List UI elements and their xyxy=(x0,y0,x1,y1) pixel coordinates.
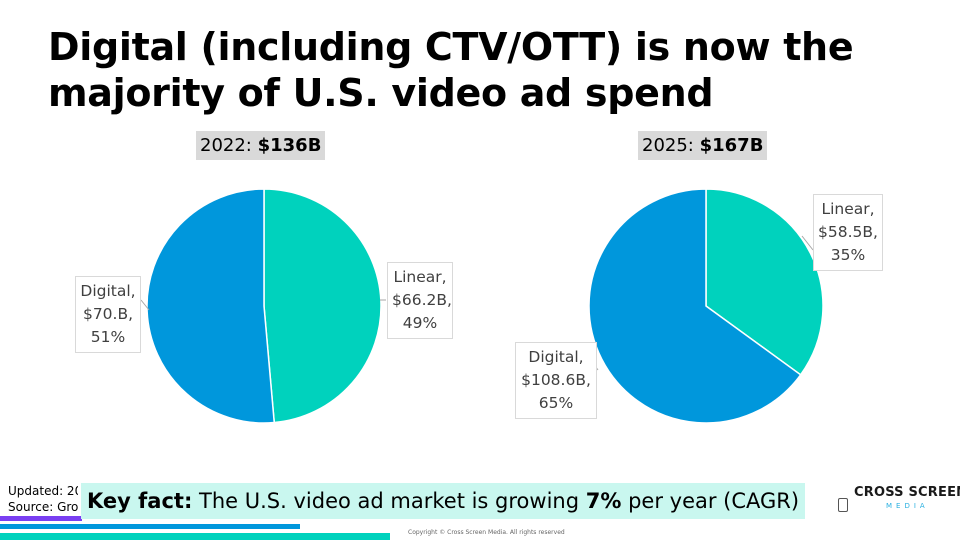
callout-2025-digital: Digital, $108.6B, 65% xyxy=(515,342,597,419)
callout-2022-linear-name: Linear, xyxy=(393,268,447,286)
chart-2025-label: 2025: $167B xyxy=(638,131,768,160)
callout-2025-digital-percent: 65% xyxy=(538,394,574,412)
callout-2022-linear-value: $66.2B, xyxy=(392,291,452,309)
chart-2022-year: 2022: xyxy=(200,135,252,156)
accent-bar-purple xyxy=(0,516,82,521)
slide-title: Digital (including CTV/OTT) is now the m… xyxy=(48,24,928,116)
key-fact-banner: Key fact: The U.S. video ad market is gr… xyxy=(81,483,806,519)
accent-bar-teal xyxy=(0,533,390,540)
key-fact-text-end: per year (CAGR) xyxy=(628,489,800,513)
chart-2022-total: $136B xyxy=(257,135,322,156)
logo-text: CROSS SCREEN xyxy=(854,485,960,500)
callout-2022-linear: Linear, $66.2B, 49% xyxy=(387,262,453,339)
callout-2025-linear: Linear, $58.5B, 35% xyxy=(813,194,883,271)
copyright-notice: Copyright © Cross Screen Media. All righ… xyxy=(408,529,565,536)
title-line-2: majority of U.S. video ad spend xyxy=(48,71,714,115)
leader-line-2022-digital xyxy=(140,299,150,311)
callout-2025-linear-value: $58.5B, xyxy=(818,223,878,241)
key-fact-text: The U.S. video ad market is growing xyxy=(199,489,580,513)
company-logo: CROSS SCREEN MEDIA xyxy=(834,482,960,530)
chart-2025-total: $167B xyxy=(699,135,764,156)
chart-2025-year: 2025: xyxy=(642,135,694,156)
callout-2022-linear-percent: 49% xyxy=(402,314,438,332)
callout-2025-digital-value: $108.6B, xyxy=(521,371,591,389)
logo-icon xyxy=(838,498,848,512)
chart-2022-label: 2022: $136B xyxy=(196,131,326,160)
callout-2025-linear-name: Linear, xyxy=(821,200,875,218)
pie-slice-linear-2022 xyxy=(263,188,382,424)
callout-2022-digital-name: Digital, xyxy=(80,282,136,300)
updated-note: Updated: 20 xyxy=(8,484,78,498)
callout-2022-digital: Digital, $70.B, 51% xyxy=(75,276,141,353)
callout-2022-digital-value: $70.B, xyxy=(82,305,134,323)
callout-2022-digital-percent: 51% xyxy=(90,328,126,346)
key-fact-label: Key fact: xyxy=(87,489,193,513)
source-note: Source: Gro xyxy=(8,500,78,514)
pie-slice-digital-2022 xyxy=(146,188,276,424)
pie-slice-linear-2025 xyxy=(705,188,824,376)
title-line-1: Digital (including CTV/OTT) is now the xyxy=(48,25,854,69)
callout-2025-digital-name: Digital, xyxy=(528,348,584,366)
accent-bar-blue xyxy=(0,524,300,529)
pie-slice-digital-2025 xyxy=(588,188,802,424)
callout-2025-linear-percent: 35% xyxy=(830,246,866,264)
logo-subtext: MEDIA xyxy=(886,502,929,510)
key-fact-percent: 7% xyxy=(585,489,622,513)
leader-line-2025-linear xyxy=(801,235,814,251)
